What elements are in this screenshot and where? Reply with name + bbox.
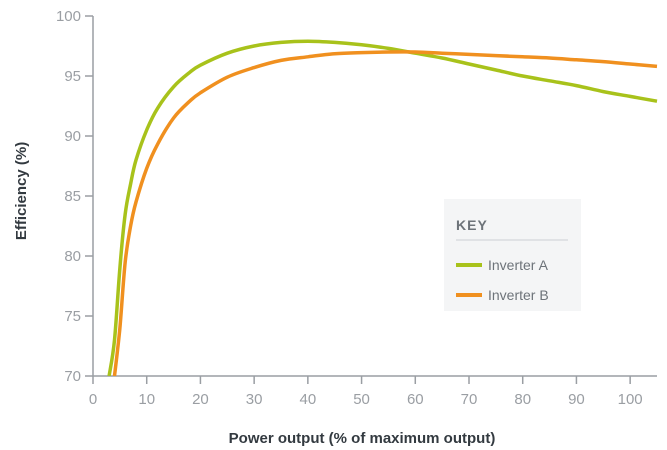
- y-axis-title: Efficiency (%): [13, 142, 30, 240]
- y-tick-label: 75: [64, 308, 81, 325]
- legend-label: Inverter A: [488, 257, 549, 273]
- x-tick-label: 90: [568, 391, 585, 408]
- y-tick-label: 70: [64, 368, 81, 385]
- y-tick-label: 100: [56, 8, 81, 25]
- y-tick-label: 90: [64, 128, 81, 145]
- x-tick-label: 40: [300, 391, 317, 408]
- legend-items: Inverter A Inverter B: [456, 257, 549, 303]
- x-tick-label: 60: [407, 391, 424, 408]
- legend-title: KEY: [456, 217, 488, 233]
- series-line-inverter-a: [107, 39, 658, 376]
- legend-label: Inverter B: [488, 287, 549, 303]
- y-axis-ticks: 70 75 80 85 90 95 100: [56, 8, 93, 385]
- x-tick-label: 50: [353, 391, 370, 408]
- y-tick-label: 80: [64, 248, 81, 265]
- x-tick-label: 20: [192, 391, 209, 408]
- y-tick-label: 95: [64, 68, 81, 85]
- x-tick-label: 70: [461, 391, 478, 408]
- y-tick-label: 85: [64, 188, 81, 205]
- x-axis-ticks: 0 10 20 30 40 50 60 70 80 90 100: [89, 376, 643, 408]
- series-line-inverter-b: [112, 50, 658, 376]
- x-tick-label: 100: [618, 391, 643, 408]
- x-tick-label: 10: [138, 391, 155, 408]
- series-layer: [107, 39, 658, 376]
- x-tick-label: 0: [89, 391, 97, 408]
- legend: KEY Inverter A Inverter B: [444, 199, 581, 311]
- x-axis-title: Power output (% of maximum output): [229, 430, 496, 447]
- legend-background: [444, 199, 581, 311]
- x-tick-label: 80: [514, 391, 531, 408]
- x-tick-label: 30: [246, 391, 263, 408]
